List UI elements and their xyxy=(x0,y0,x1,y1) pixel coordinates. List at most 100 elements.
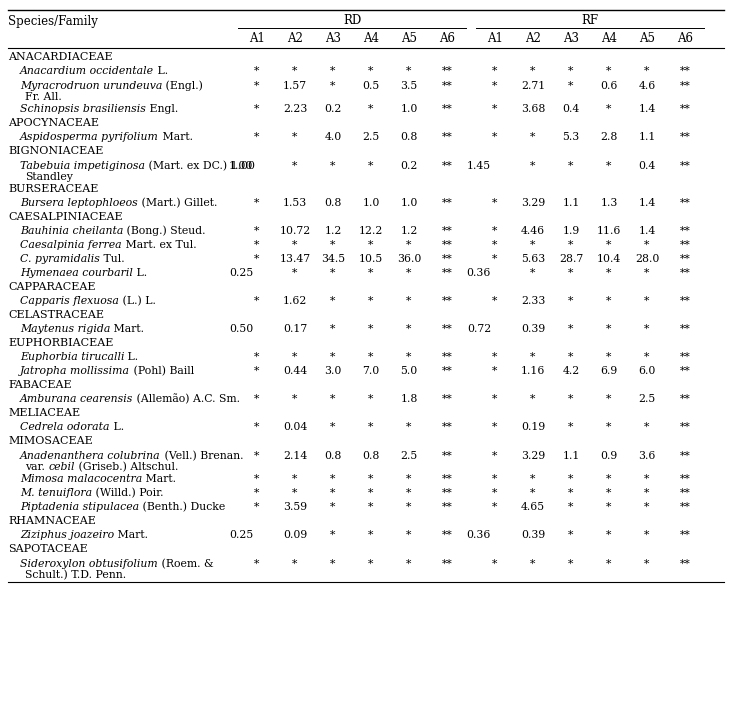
Text: *: * xyxy=(254,198,260,208)
Text: *: * xyxy=(254,451,260,461)
Text: *: * xyxy=(254,81,260,91)
Text: 1.2: 1.2 xyxy=(324,226,342,236)
Text: **: ** xyxy=(441,502,452,512)
Text: *: * xyxy=(606,296,612,306)
Text: Caesalpinia ferrea: Caesalpinia ferrea xyxy=(20,240,122,250)
Text: *: * xyxy=(254,352,260,362)
Text: *: * xyxy=(644,352,650,362)
Text: 6.9: 6.9 xyxy=(600,366,618,376)
Text: CAPPARACEAE: CAPPARACEAE xyxy=(8,282,95,292)
Text: *: * xyxy=(530,559,536,569)
Text: (Vell.) Brenan.: (Vell.) Brenan. xyxy=(160,451,243,461)
Text: *: * xyxy=(368,559,374,569)
Text: **: ** xyxy=(679,422,690,432)
Text: **: ** xyxy=(679,324,690,334)
Text: *: * xyxy=(644,268,650,278)
Text: 2.5: 2.5 xyxy=(362,132,380,142)
Text: 5.3: 5.3 xyxy=(562,132,580,142)
Text: 1.57: 1.57 xyxy=(283,81,307,91)
Text: *: * xyxy=(568,422,574,432)
Text: 0.25: 0.25 xyxy=(228,530,253,540)
Text: *: * xyxy=(568,268,574,278)
Text: *: * xyxy=(493,474,498,484)
Text: 4.2: 4.2 xyxy=(562,366,580,376)
Text: *: * xyxy=(292,268,298,278)
Text: *: * xyxy=(292,474,298,484)
Text: RHAMNACEAE: RHAMNACEAE xyxy=(8,516,96,526)
Text: **: ** xyxy=(679,81,690,91)
Text: *: * xyxy=(493,394,498,404)
Text: *: * xyxy=(368,324,374,334)
Text: 0.17: 0.17 xyxy=(283,324,307,334)
Text: 10.5: 10.5 xyxy=(359,254,383,264)
Text: Mart.: Mart. xyxy=(114,530,148,540)
Text: *: * xyxy=(644,530,650,540)
Text: *: * xyxy=(530,394,536,404)
Text: *: * xyxy=(368,240,374,250)
Text: *: * xyxy=(292,132,298,142)
Text: **: ** xyxy=(679,530,690,540)
Text: *: * xyxy=(368,296,374,306)
Text: **: ** xyxy=(679,198,690,208)
Text: Tabebuia impetiginosa: Tabebuia impetiginosa xyxy=(20,161,145,171)
Text: *: * xyxy=(330,422,336,432)
Text: RF: RF xyxy=(581,15,599,27)
Text: **: ** xyxy=(441,81,452,91)
Text: 34.5: 34.5 xyxy=(321,254,345,264)
Text: *: * xyxy=(330,394,336,404)
Text: 11.6: 11.6 xyxy=(597,226,621,236)
Text: *: * xyxy=(606,559,612,569)
Text: **: ** xyxy=(441,161,452,171)
Text: *: * xyxy=(406,474,411,484)
Text: Schult.) T.D. Penn.: Schult.) T.D. Penn. xyxy=(25,570,126,580)
Text: CAESALPINIACEAE: CAESALPINIACEAE xyxy=(8,212,123,222)
Text: **: ** xyxy=(441,104,452,114)
Text: **: ** xyxy=(679,488,690,498)
Text: *: * xyxy=(368,530,374,540)
Text: **: ** xyxy=(679,226,690,236)
Text: *: * xyxy=(406,488,411,498)
Text: *: * xyxy=(493,488,498,498)
Text: 36.0: 36.0 xyxy=(397,254,421,264)
Text: ANACARDIACEAE: ANACARDIACEAE xyxy=(8,52,113,62)
Text: BURSERACEAE: BURSERACEAE xyxy=(8,184,98,194)
Text: *: * xyxy=(606,66,612,76)
Text: *: * xyxy=(330,240,336,250)
Text: *: * xyxy=(330,296,336,306)
Text: **: ** xyxy=(679,268,690,278)
Text: *: * xyxy=(530,352,536,362)
Text: *: * xyxy=(644,474,650,484)
Text: *: * xyxy=(406,66,411,76)
Text: *: * xyxy=(330,352,336,362)
Text: *: * xyxy=(530,268,536,278)
Text: 1.1: 1.1 xyxy=(638,132,656,142)
Text: Mart.: Mart. xyxy=(159,132,193,142)
Text: A5: A5 xyxy=(639,32,655,46)
Text: **: ** xyxy=(441,198,452,208)
Text: **: ** xyxy=(441,254,452,264)
Text: *: * xyxy=(568,352,574,362)
Text: *: * xyxy=(644,296,650,306)
Text: 4.65: 4.65 xyxy=(521,502,545,512)
Text: *: * xyxy=(406,559,411,569)
Text: 1.1: 1.1 xyxy=(562,198,580,208)
Text: Anadenanthera colubrina: Anadenanthera colubrina xyxy=(20,451,160,461)
Text: 0.36: 0.36 xyxy=(466,268,491,278)
Text: 1.1: 1.1 xyxy=(562,451,580,461)
Text: 4.0: 4.0 xyxy=(324,132,342,142)
Text: 28.7: 28.7 xyxy=(559,254,583,264)
Text: **: ** xyxy=(679,559,690,569)
Text: *: * xyxy=(368,394,374,404)
Text: A5: A5 xyxy=(401,32,417,46)
Text: RD: RD xyxy=(343,15,361,27)
Text: 1.4: 1.4 xyxy=(638,198,656,208)
Text: **: ** xyxy=(441,530,452,540)
Text: 1.9: 1.9 xyxy=(562,226,580,236)
Text: *: * xyxy=(568,502,574,512)
Text: 5.63: 5.63 xyxy=(521,254,545,264)
Text: 1.16: 1.16 xyxy=(520,366,545,376)
Text: *: * xyxy=(254,474,260,484)
Text: 0.8: 0.8 xyxy=(324,198,342,208)
Text: **: ** xyxy=(679,366,690,376)
Text: *: * xyxy=(292,559,298,569)
